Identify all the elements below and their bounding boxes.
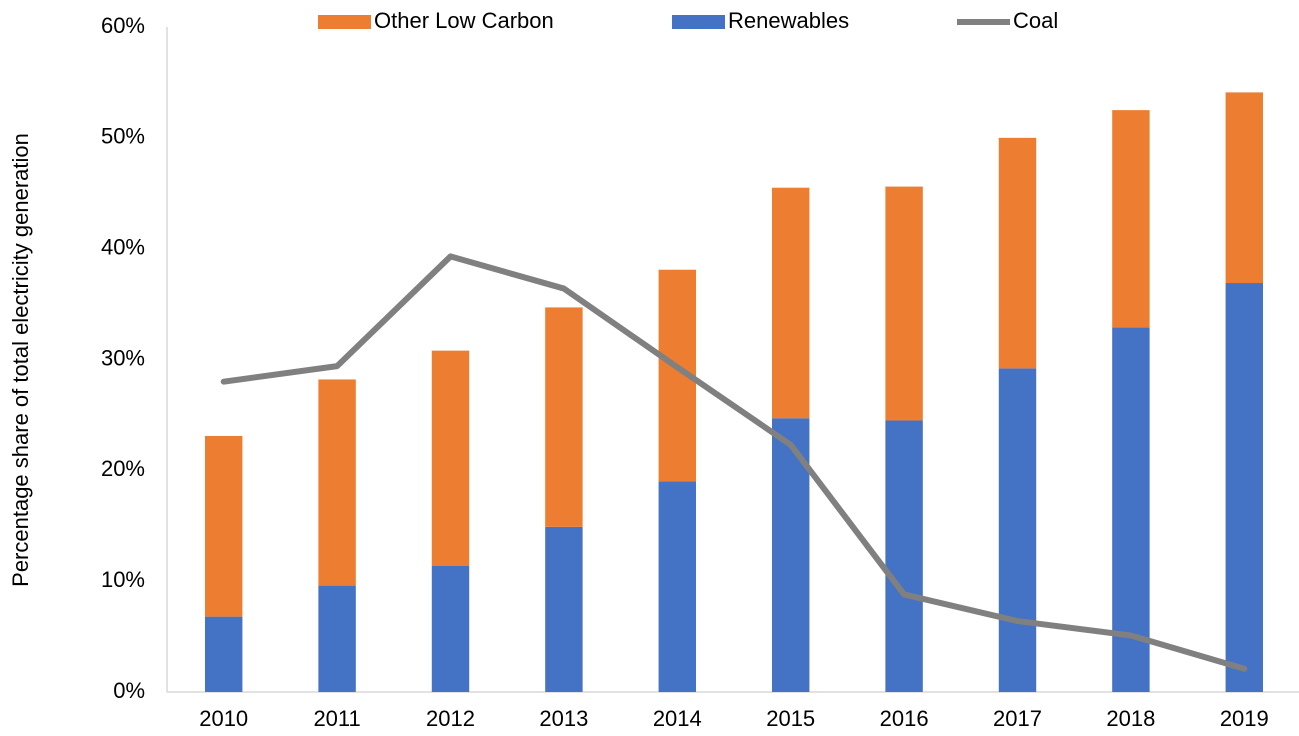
legend-swatch: [672, 15, 725, 29]
bar-segment: [998, 368, 1037, 692]
line-series: [220, 253, 1248, 672]
x-tick-label: 2014: [653, 706, 702, 731]
legend-label: Coal: [1013, 8, 1058, 33]
y-tick-label: 50%: [101, 124, 145, 149]
bar-segment: [998, 137, 1037, 369]
y-tick-label: 0%: [113, 678, 145, 703]
bar-segment: [318, 585, 356, 692]
y-tick-label: 20%: [101, 456, 145, 481]
bar-segment: [885, 420, 923, 692]
y-tick-label: 10%: [101, 567, 145, 592]
x-tick-label: 2015: [766, 706, 815, 731]
bar-segment: [318, 379, 356, 586]
x-tick-label: 2018: [1106, 706, 1155, 731]
bar-segment: [204, 435, 243, 617]
bar-segment: [1225, 92, 1264, 284]
y-tick-label: 30%: [101, 345, 145, 370]
bar-segment: [431, 565, 470, 692]
x-tick-label: 2011: [313, 706, 360, 731]
bar-segment: [658, 481, 697, 692]
bar-segment: [885, 186, 923, 421]
legend-label: Renewables: [728, 8, 849, 33]
bar-segment: [1112, 110, 1150, 328]
legend-swatch: [318, 15, 371, 29]
x-tick-label: 2016: [880, 706, 929, 731]
bar-segment: [1225, 283, 1264, 692]
y-axis-label: Percentage share of total electricity ge…: [8, 133, 33, 587]
x-tick-label: 2012: [426, 706, 475, 731]
x-tick-label: 2017: [993, 706, 1042, 731]
x-tick-label: 2013: [539, 706, 588, 731]
bar-segment: [771, 187, 810, 419]
x-tick-label: 2010: [199, 706, 248, 731]
bar-segment: [431, 350, 470, 566]
y-tick-label: 60%: [101, 13, 145, 38]
y-tick-label: 40%: [101, 234, 145, 259]
bar-segment: [204, 616, 243, 692]
x-tick-label: 2019: [1220, 706, 1269, 731]
legend-label: Other Low Carbon: [374, 8, 554, 33]
bar-segment: [545, 307, 583, 527]
bar-segment: [545, 526, 583, 692]
